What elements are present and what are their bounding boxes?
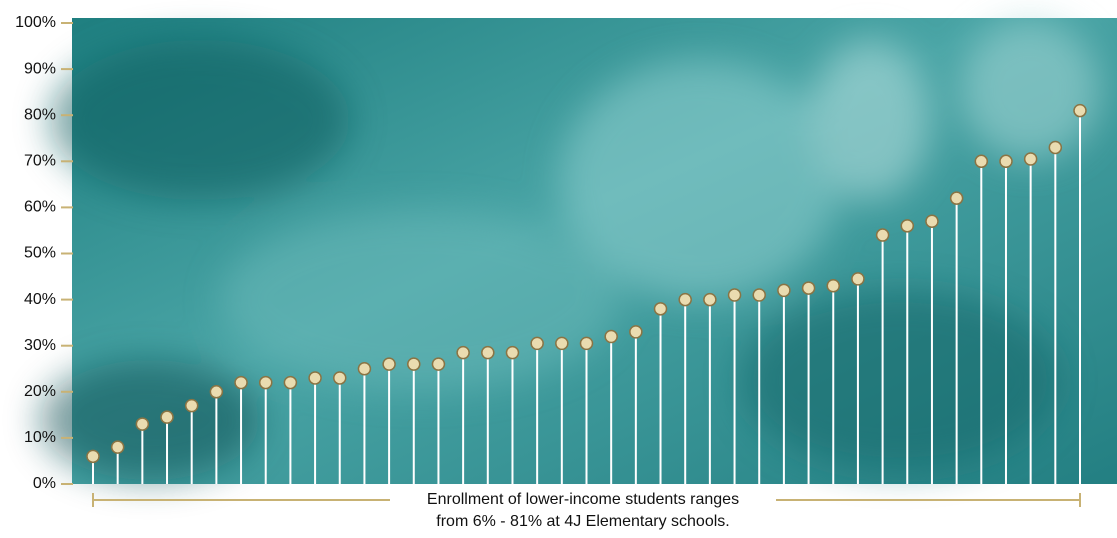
- dot: [703, 292, 717, 307]
- dot: [357, 362, 372, 376]
- dot: [283, 375, 298, 390]
- y-tick-label: 0%: [33, 475, 56, 492]
- dot: [629, 325, 643, 339]
- dot: [1023, 152, 1038, 166]
- dot: [431, 357, 446, 371]
- dot: [801, 281, 816, 295]
- y-tick-label: 100%: [15, 14, 56, 31]
- dot: [777, 283, 791, 298]
- dot: [555, 336, 569, 351]
- dot: [678, 292, 692, 307]
- dot: [949, 191, 964, 205]
- dot: [505, 345, 520, 360]
- dot: [1073, 103, 1087, 118]
- dot: [382, 357, 396, 371]
- y-tick-label: 70%: [24, 153, 56, 170]
- y-tick-label: 80%: [24, 106, 56, 123]
- y-tick-label: 10%: [24, 429, 56, 446]
- dot: [727, 288, 742, 302]
- dot: [974, 154, 989, 169]
- dot: [209, 385, 224, 399]
- y-tick-label: 20%: [24, 383, 56, 400]
- dot: [258, 375, 273, 390]
- y-tick-label: 40%: [24, 291, 56, 308]
- y-tick-label: 50%: [24, 245, 56, 262]
- photo-background: [40, 18, 1117, 484]
- dot: [184, 398, 199, 413]
- y-tick-label: 90%: [24, 60, 56, 77]
- annotation: from 6% - 81% at 4J Elementary schools.: [436, 513, 729, 530]
- dot: [752, 288, 766, 302]
- dot: [900, 219, 915, 233]
- dot: [456, 345, 470, 360]
- dot: [407, 357, 421, 371]
- dot: [604, 329, 618, 344]
- dot: [875, 228, 890, 242]
- dot: [826, 279, 840, 293]
- dot: [234, 375, 248, 390]
- dot: [579, 336, 594, 351]
- dot: [999, 154, 1013, 169]
- dot: [653, 302, 668, 316]
- dot: [333, 371, 347, 385]
- annotation: Enrollment of lower-income students rang…: [427, 491, 739, 508]
- dot: [851, 272, 865, 286]
- dot: [481, 345, 495, 360]
- annotation-background: [390, 490, 776, 510]
- dot: [530, 336, 544, 351]
- dot: [160, 410, 174, 424]
- dot: [925, 214, 939, 228]
- dot: [86, 449, 100, 464]
- y-tick-label: 60%: [24, 199, 56, 216]
- dot: [308, 371, 322, 385]
- y-tick-label: 30%: [24, 337, 56, 354]
- dot: [110, 440, 125, 454]
- dot: [135, 417, 150, 431]
- dot: [1048, 140, 1063, 155]
